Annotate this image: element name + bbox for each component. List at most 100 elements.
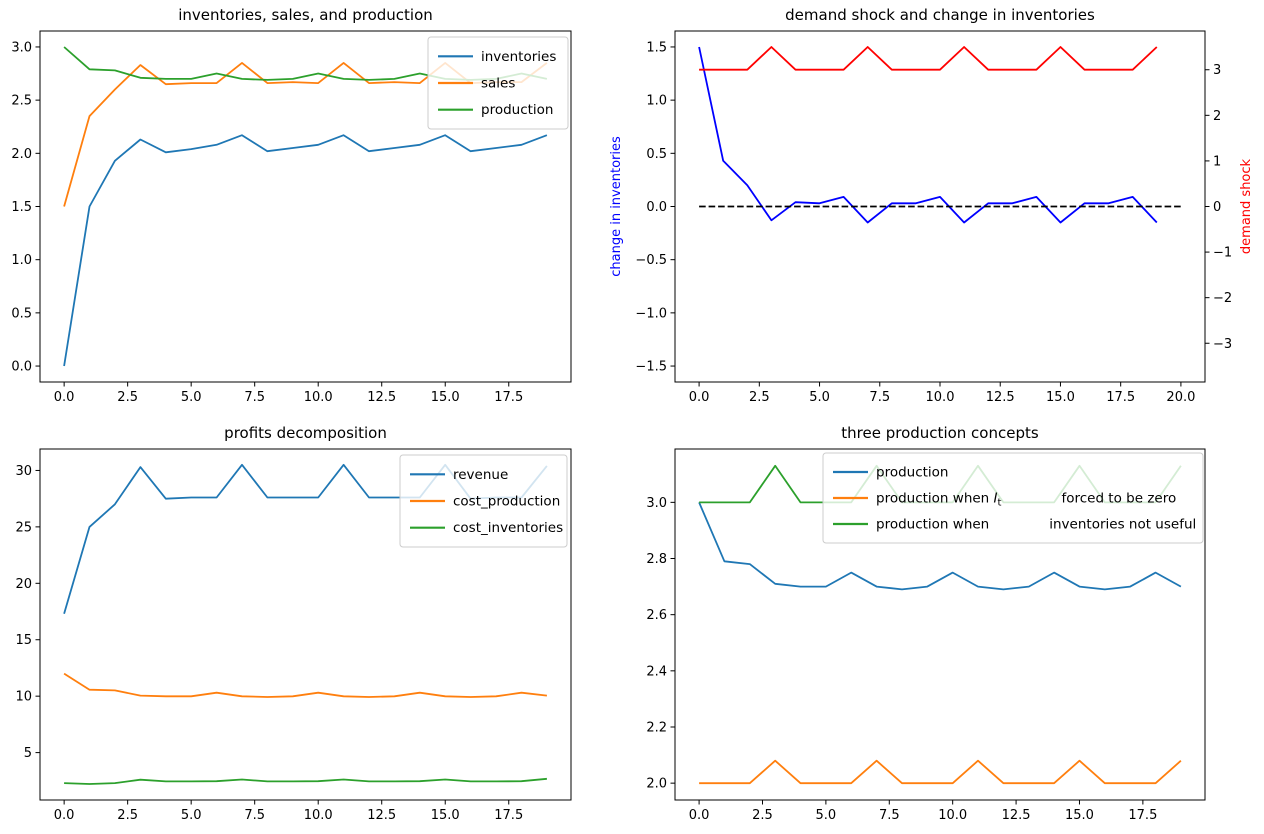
y-tick-label: 1.5 [11,200,32,215]
line-inventories [63,134,548,367]
y-axis-label-left: change in inventories [609,136,624,277]
y-tick-label: 2.6 [646,608,667,623]
subplot-profits-decomposition: 0.0 2.5 5.0 7.5 10.0 12.5 15.0 17.5 5 10 15 20 25 30 r… [15,448,572,823]
line-demand-shock [699,46,1158,71]
y-tick-right-label: 2 [1213,109,1221,124]
x-tick-label: 2.5 [117,390,138,405]
legend-label: inventories [481,49,556,65]
legend-label: production when It forced to be zero [876,491,1176,509]
x-tick-label: 5.0 [816,808,837,823]
y-tick-label: 20 [15,577,32,592]
subplot-demand-shock-and-change-in-inventories: 0.0 2.5 5.0 7.5 10.0 12.5 15.0 17.5 20.0−1.5−1.0… [609,30,1254,405]
x-tick-label: 7.5 [869,390,890,405]
legend-box [399,454,568,548]
y-tick-label: 1.0 [11,253,32,268]
y-tick-label: 3.0 [646,496,667,511]
y-tick-right-label: −2 [1213,291,1232,306]
x-tick-label: 17.5 [1106,390,1135,405]
legend-label: sales [481,76,515,92]
x-tick-label: 5.0 [181,808,202,823]
y-tick-label: 0.5 [646,147,667,162]
x-tick-label: 10.0 [938,808,967,823]
y-tick-right-label: 0 [1213,200,1221,215]
y-tick-right-label: −1 [1213,246,1232,261]
x-tick-label: 10.0 [304,390,333,405]
legend-label: cost_production [453,494,560,510]
x-tick-label: 20.0 [1166,390,1195,405]
x-tick-label: 7.5 [244,390,265,405]
y-tick-label: −0.5 [635,253,667,268]
x-tick-label: 12.5 [367,390,396,405]
legend: production production when It forced to be… [822,452,1204,544]
y-tick-label: 1.5 [646,40,667,55]
y-tick-label: 5 [24,746,32,761]
x-tick-label: 10.0 [304,808,333,823]
x-tick-label: 15.0 [1065,808,1094,823]
legend: inventories sales production [427,36,569,130]
x-tick-label: 0.0 [689,390,710,405]
y-tick-label: 2.8 [646,552,667,567]
legend-label: production when inventories not useful [876,517,1196,533]
y-tick-label: 10 [15,690,32,705]
y-tick-label: 2.5 [11,94,32,109]
legend: revenue cost_production cost_inventories [399,454,568,548]
line-cost-production [63,672,548,698]
x-tick-label: 15.0 [431,390,460,405]
y-tick-label: 0.0 [11,360,32,375]
x-tick-label: 12.5 [367,808,396,823]
y-tick-right-label: 1 [1213,154,1221,169]
y-tick-label: 2.2 [646,720,667,735]
y-tick-label: −1.5 [635,360,667,375]
subplot-title-three-production-concepts: three production concepts [841,424,1039,442]
x-tick-label: 5.0 [181,390,202,405]
subplot-three-production-concepts: 0.0 2.5 5.0 7.5 10.0 12.5 15.0 17.5 2.0 2.2 2.4 2.6… [646,448,1206,823]
subplot-title-profits-decomposition: profits decomposition [224,424,387,442]
line-production-when-i-forced-to-be-zero [699,759,1182,785]
y-tick-label: 15 [15,633,32,648]
y-tick-right-label: −3 [1213,337,1232,352]
legend-box [822,452,1204,544]
x-tick-label: 2.5 [117,808,138,823]
subplot-title-inventories-sales-production: inventories, sales, and production [178,6,433,24]
x-tick-label: 7.5 [244,808,265,823]
x-tick-label: 12.5 [1002,808,1031,823]
legend-box [427,36,569,130]
x-tick-label: 17.5 [1128,808,1157,823]
y-tick-right-label: 3 [1213,63,1221,78]
legend-label: cost_inventories [453,520,563,536]
y-tick-label: 0.0 [646,200,667,215]
legend-label: production [481,102,554,118]
y-tick-label: 2.0 [11,147,32,162]
line-change-in-inventories [698,46,1158,224]
x-tick-label: 15.0 [1046,390,1075,405]
x-tick-label: 0.0 [54,390,75,405]
x-tick-label: 17.5 [494,808,523,823]
y-tick-label: 3.0 [11,40,32,55]
y-tick-label: 2.4 [646,664,667,679]
x-tick-label: 10.0 [926,390,955,405]
x-tick-label: 15.0 [431,808,460,823]
x-tick-label: 0.0 [689,808,710,823]
x-tick-label: 5.0 [809,390,830,405]
legend-label: production [876,465,949,481]
line-cost-inventories [64,777,547,785]
axes-frame [39,448,572,801]
x-tick-label: 0.0 [54,808,75,823]
x-tick-label: 7.5 [879,808,900,823]
x-tick-label: 17.5 [494,390,523,405]
y-tick-label: 0.5 [11,306,32,321]
axes-frame [674,448,1206,801]
x-tick-label: 2.5 [752,808,773,823]
subplot-title-demand-shock: demand shock and change in inventories [785,6,1095,24]
y-axis-label-right: demand shock [1239,158,1254,254]
line-production [698,502,1182,591]
y-tick-label: 30 [15,464,32,479]
x-tick-label: 2.5 [749,390,770,405]
y-tick-label: 2.0 [646,777,667,792]
y-tick-label: 25 [15,520,32,535]
y-tick-label: −1.0 [635,306,667,321]
y-tick-label: 1.0 [646,94,667,109]
subplot-inventories-sales-production: 0.0 2.5 5.0 7.5 10.0 12.5 15.0 17.5 0.0 0.5 1.0 1.5… [11,30,572,405]
